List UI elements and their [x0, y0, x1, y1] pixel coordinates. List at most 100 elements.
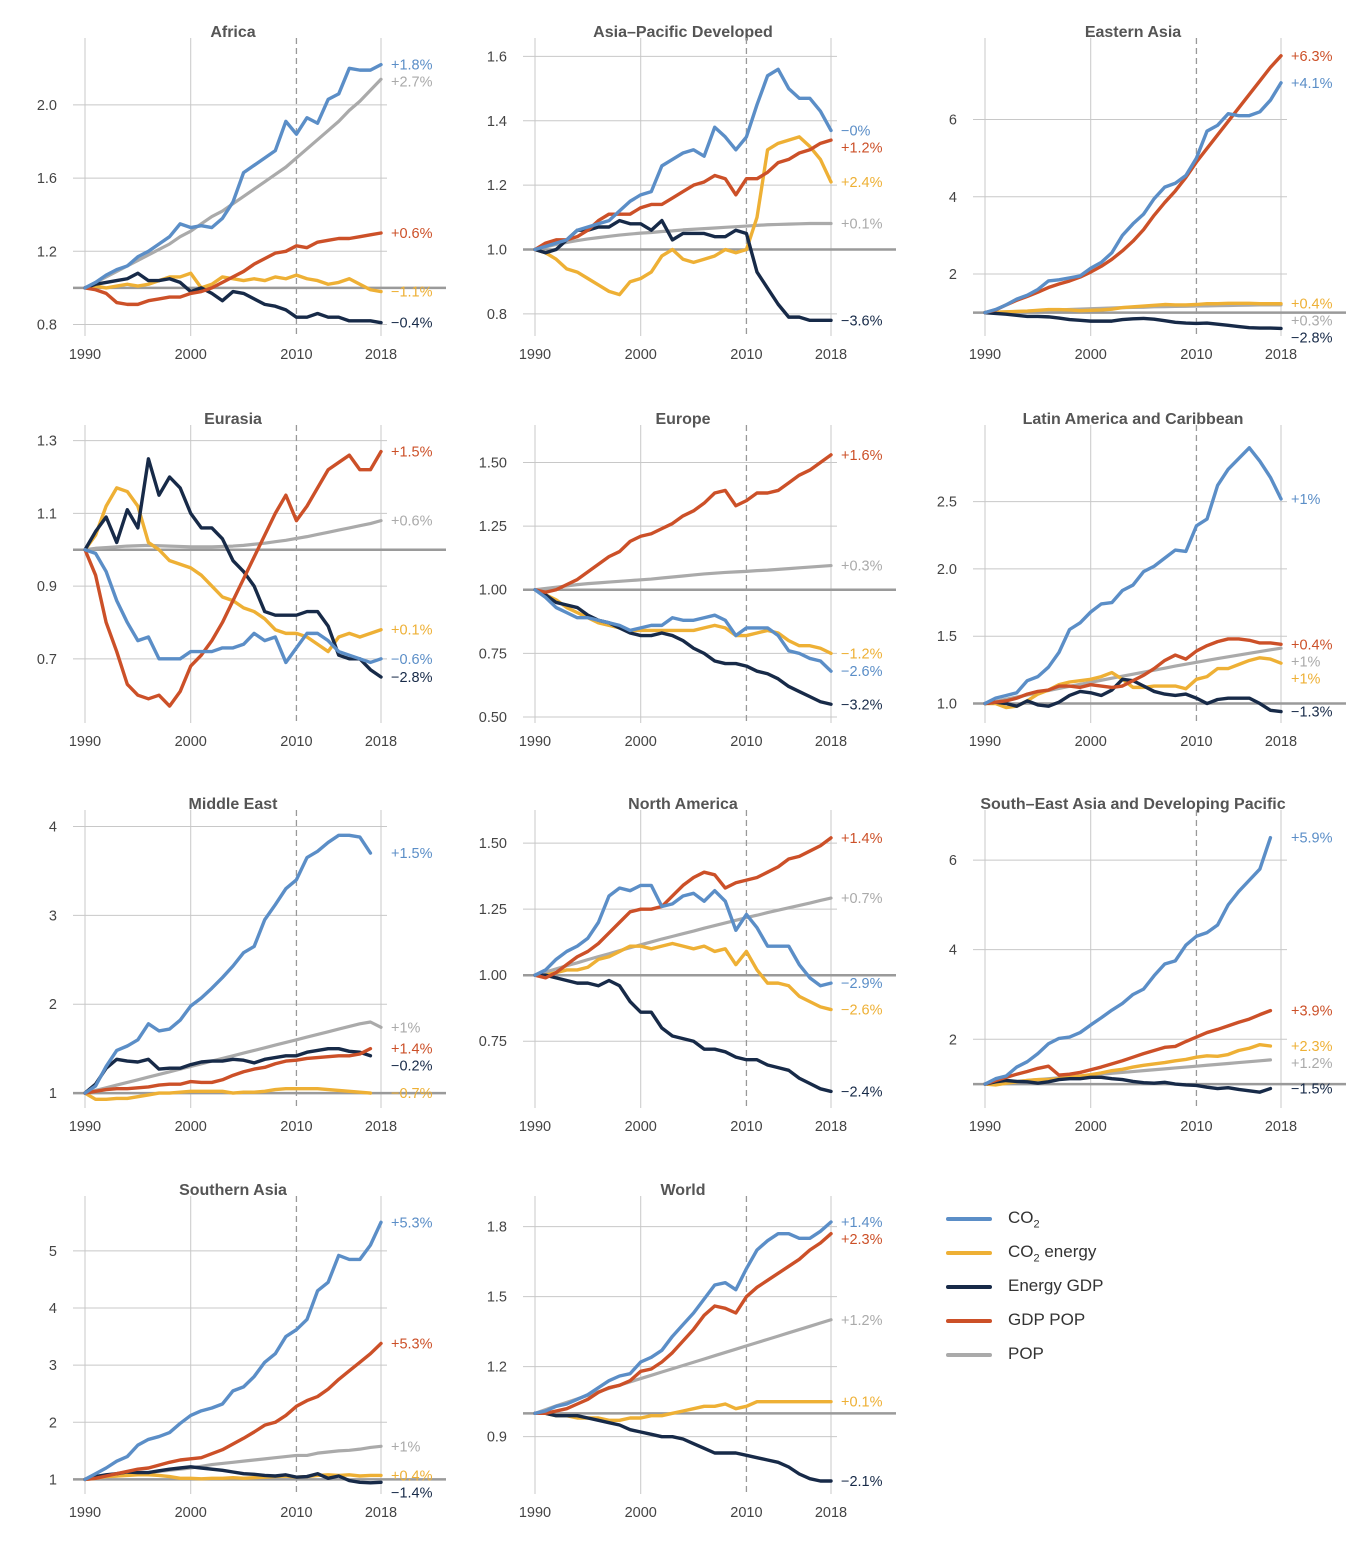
legend: CO2 CO2 energy Energy GDP GDP POP POP: [944, 1204, 1244, 1384]
y-tick-label: 0.9: [37, 579, 57, 595]
y-tick-label: 2: [949, 1032, 957, 1048]
y-tick-label: 1.50: [479, 836, 507, 852]
legend-swatch-pop: [946, 1353, 992, 1357]
x-tick-label: 2018: [815, 347, 847, 363]
y-tick-label: 1.25: [479, 519, 507, 535]
chart-svg: Eurasia 0.7 0.9 1.1 1.3 1990 2000 2010 2018 +1.5%…: [37, 411, 446, 750]
y-tick-label: 2: [49, 1415, 57, 1431]
series-line-co2: [83, 62, 383, 290]
legend-item-gdp-pop: GDP POP: [944, 1306, 1244, 1336]
y-tick-label: 0.75: [479, 646, 507, 662]
panel-title: North America: [628, 796, 738, 813]
y-tick-label: 0.8: [487, 307, 507, 323]
y-tick-label: 2: [949, 267, 957, 283]
x-tick-label: 1990: [519, 347, 551, 363]
end-label-co2-energy: +1%: [1291, 671, 1321, 687]
x-tick-label: 2010: [280, 347, 312, 363]
panel-title: World: [660, 1182, 705, 1199]
end-label-co2: +1.4%: [841, 1215, 883, 1231]
end-label-gdp-pop: +6.3%: [1291, 49, 1333, 65]
chart-svg: Southern Asia 1 2 3 4 5 1990 2000 2010 2018 +5.3% +…: [49, 1182, 446, 1521]
y-tick-label: 1.1: [37, 506, 57, 522]
end-label-co2-energy: +0.1%: [391, 623, 433, 639]
end-label-co2: −2.9%: [841, 976, 883, 992]
y-tick-label: 4: [49, 819, 57, 835]
series-line-energy-gdp: [983, 310, 1283, 331]
end-label-gdp-pop: +1.4%: [391, 1042, 433, 1058]
end-label-energy-gdp: −1.5%: [1291, 1082, 1333, 1098]
end-label-co2-energy: −1.2%: [841, 646, 883, 662]
x-tick-label: 2000: [625, 347, 657, 363]
end-label-co2-energy: +2.4%: [841, 175, 883, 191]
y-tick-label: 1: [49, 1472, 57, 1488]
end-label-pop: +0.1%: [841, 216, 883, 232]
chart-svg: Eastern Asia 2 4 6 1990 2000 2010 2018 +6.3% +4.1…: [949, 24, 1346, 363]
x-tick-label: 1990: [519, 1505, 551, 1521]
end-label-co2: +1.8%: [391, 58, 433, 74]
panel-title: Eastern Asia: [1085, 24, 1181, 41]
end-label-energy-gdp: −2.8%: [1291, 331, 1333, 347]
legend-label-gdp-pop: GDP POP: [1008, 1310, 1086, 1329]
y-tick-label: 1.2: [487, 1360, 507, 1376]
end-label-gdp-pop: +1.5%: [391, 445, 433, 461]
y-tick-label: 1.00: [479, 968, 507, 984]
chart-svg: North America 0.75 1.00 1.25 1.50 1990 2000 201…: [479, 796, 896, 1135]
x-tick-label: 2000: [1075, 1119, 1107, 1135]
end-label-co2: +5.9%: [1291, 831, 1333, 847]
series-line-gdp-pop: [533, 453, 833, 594]
y-tick-label: 1.2: [487, 178, 507, 194]
y-tick-label: 3: [49, 908, 57, 924]
series-line-co2: [83, 833, 373, 1095]
panel-southern-asia: Southern Asia 1 2 3 4 5 1990 2000 2010 2018 +5.3% +…: [0, 1158, 456, 1550]
panel-eastern-asia: Eastern Asia 2 4 6 1990 2000 2010 2018 +6.3% +4.1…: [900, 0, 1356, 392]
series-line-pop: [83, 1020, 383, 1095]
y-tick-label: 6: [949, 113, 957, 129]
y-tick-label: 0.9: [487, 1430, 507, 1446]
y-tick-label: 1.8: [487, 1220, 507, 1236]
y-tick-label: 4: [949, 190, 957, 206]
legend-item-energy-gdp: Energy GDP: [944, 1272, 1244, 1302]
series-line-co2: [533, 883, 833, 988]
end-label-gdp-pop: +5.3%: [391, 1336, 433, 1352]
panel-title: Eurasia: [204, 411, 262, 428]
x-tick-label: 2000: [1075, 734, 1107, 750]
end-label-co2: +1.5%: [391, 846, 433, 862]
y-tick-label: 0.8: [37, 318, 57, 334]
panel-title: Middle East: [189, 796, 279, 813]
end-label-pop: +1.2%: [841, 1313, 883, 1329]
end-label-energy-gdp: −1.3%: [1291, 705, 1333, 721]
panel-title: Africa: [210, 24, 255, 41]
end-label-co2: +4.1%: [1291, 76, 1333, 92]
end-label-co2-energy: +0.1%: [841, 1395, 883, 1411]
legend-swatch-gdp-pop: [946, 1319, 992, 1323]
series-line-energy-gdp: [83, 457, 383, 679]
panel-south-east-asia: South–East Asia and Developing Pacific 2 4…: [900, 772, 1356, 1164]
series-line-gdp-pop: [983, 637, 1283, 706]
x-tick-label: 2010: [280, 734, 312, 750]
legend-item-co2-energy: CO2 energy: [944, 1238, 1244, 1268]
panel-title: South–East Asia and Developing Pacific: [980, 796, 1285, 813]
legend-label-co2: CO2: [1008, 1208, 1040, 1231]
y-tick-label: 5: [49, 1244, 57, 1260]
end-label-pop: +1%: [391, 1020, 421, 1036]
end-label-co2: −2.6%: [841, 664, 883, 680]
legend-label-co2-energy: CO2 energy: [1008, 1242, 1097, 1265]
legend-swatch-co2-energy: [946, 1251, 992, 1255]
series-line-co2: [83, 1220, 383, 1482]
end-label-gdp-pop: +3.9%: [1291, 1004, 1333, 1020]
end-label-gdp-pop: +1.2%: [841, 140, 883, 156]
end-label-pop: +2.7%: [391, 75, 433, 91]
x-tick-label: 2000: [625, 734, 657, 750]
x-tick-label: 2018: [365, 1505, 397, 1521]
x-tick-label: 2000: [175, 1505, 207, 1521]
series-line-energy-gdp: [83, 1465, 383, 1485]
y-tick-label: 4: [49, 1301, 57, 1317]
end-label-gdp-pop: +1.4%: [841, 831, 883, 847]
series-line-energy-gdp: [533, 218, 833, 323]
x-tick-label: 2000: [625, 1505, 657, 1521]
end-label-co2-energy: −1.1%: [391, 285, 433, 301]
series-line-co2: [533, 67, 833, 252]
end-label-pop: +0.3%: [1291, 314, 1333, 330]
x-tick-label: 2010: [280, 1119, 312, 1135]
series-line-gdp-pop: [533, 138, 833, 252]
